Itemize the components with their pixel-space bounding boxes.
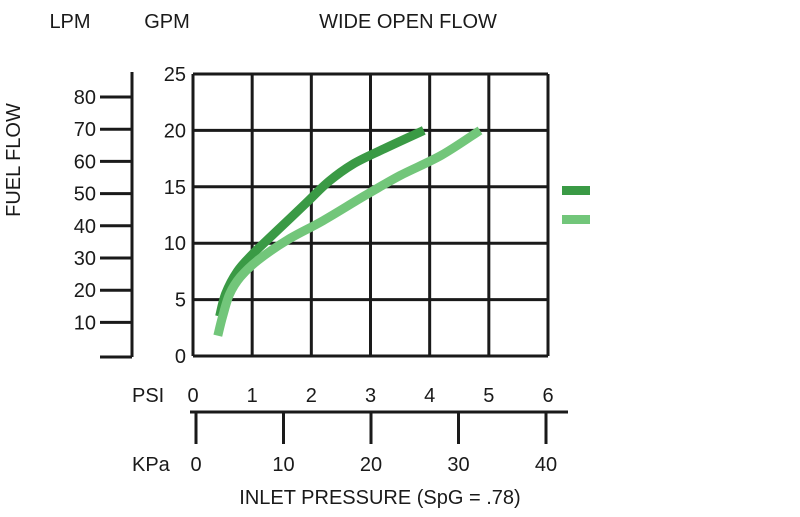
y-tick-label: 10: [164, 233, 186, 255]
y2-tick-label: 10: [74, 312, 96, 334]
x2-tick-label: 0: [190, 454, 201, 476]
grid: [191, 72, 550, 358]
series-lines: [213, 126, 483, 337]
y2-tick-label: 50: [74, 184, 96, 206]
y2-tick-label: 70: [74, 119, 96, 141]
x-axis-name: PSI: [132, 385, 164, 407]
y2-tick-label: 20: [74, 280, 96, 302]
legend: [562, 186, 590, 224]
title: WIDE OPEN FLOW: [319, 11, 497, 33]
x-tick-label: 4: [424, 385, 435, 407]
x-ticks: 0 1 2 3 4 5 6: [187, 385, 553, 407]
y-ticks: 0 5 10 15 20 25: [164, 64, 186, 368]
x2-tick-label: 10: [272, 454, 294, 476]
x-tick-label: 3: [365, 385, 376, 407]
y2-tick-label: 40: [74, 216, 96, 238]
y-axis-name: GPM: [144, 11, 190, 33]
x-tick-label: 1: [247, 385, 258, 407]
y2-tick-label: 30: [74, 248, 96, 270]
x2-axis-name: KPa: [132, 454, 171, 476]
x2-tick-label: 40: [535, 454, 557, 476]
y2-axis: 80 70 60 50 40 30 20 10: [74, 72, 134, 359]
y-tick-label: 20: [164, 120, 186, 142]
y2-axis-name: LPM: [49, 11, 90, 33]
y-tick-label: 15: [164, 177, 186, 199]
x-tick-label: 0: [187, 385, 198, 407]
x2-tick-label: 20: [360, 454, 382, 476]
x-axis-label: INLET PRESSURE (SpG = .78): [239, 487, 520, 509]
series-line-2: [213, 126, 483, 337]
y-tick-label: 5: [175, 290, 186, 312]
x2-tick-label: 30: [447, 454, 469, 476]
y-tick-label: 25: [164, 64, 186, 86]
y-axis-label: FUEL FLOW: [3, 103, 25, 217]
y2-tick-label: 60: [74, 151, 96, 173]
legend-swatch-1: [562, 186, 590, 195]
x-tick-label: 6: [542, 385, 553, 407]
y-tick-label: 0: [175, 346, 186, 368]
x2-axis: 0 10 20 30 40: [190, 410, 568, 476]
x-tick-label: 5: [483, 385, 494, 407]
y2-tick-label: 80: [74, 87, 96, 109]
x-tick-label: 2: [306, 385, 317, 407]
legend-swatch-2: [562, 215, 590, 224]
